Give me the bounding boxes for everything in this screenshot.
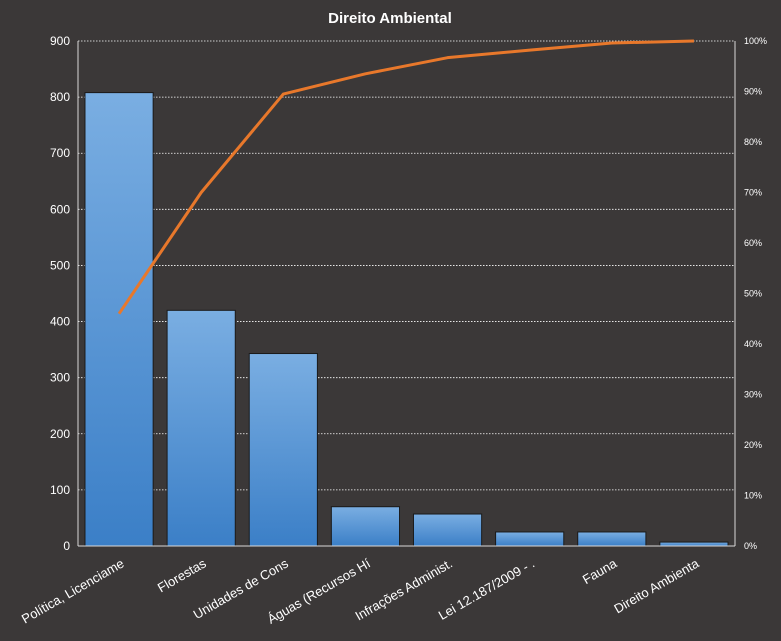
bar — [248, 353, 318, 547]
y2-tick-label: 90% — [744, 87, 762, 97]
y-tick-label: 700 — [50, 146, 70, 160]
bar — [412, 513, 483, 547]
y2-tick-label: 40% — [744, 339, 762, 349]
bar — [330, 506, 401, 547]
bar — [84, 92, 154, 547]
y2-tick-label: 50% — [744, 289, 762, 299]
x-tick-label: Política, Licenciame — [19, 556, 127, 627]
cumulative-line-layer — [117, 39, 694, 315]
y2-tick-label: 100% — [744, 36, 767, 46]
y2-tick-label: 80% — [744, 137, 762, 147]
x-tick-label: Florestas — [155, 555, 209, 595]
x-tick-label: Fauna — [580, 555, 620, 587]
y-tick-label: 0 — [63, 539, 70, 553]
x-tick-label: Direito Ambienta — [611, 555, 702, 616]
y-tick-label: 500 — [50, 258, 70, 272]
y-tick-label: 200 — [50, 427, 70, 441]
bar — [166, 309, 236, 547]
y2-tick-label: 20% — [744, 440, 762, 450]
cumulative-percent-line — [117, 39, 694, 315]
y-tick-label: 800 — [50, 90, 70, 104]
y-tick-label: 400 — [50, 315, 70, 329]
y-tick-label: 600 — [50, 202, 70, 216]
y2-tick-label: 0% — [744, 541, 757, 551]
bar — [495, 531, 565, 547]
y2-tick-label: 10% — [744, 491, 762, 501]
chart-title: Direito Ambiental — [328, 10, 452, 27]
y-tick-label: 300 — [50, 371, 70, 385]
bar — [577, 531, 647, 547]
bar — [659, 541, 729, 547]
y-tick-label: 100 — [50, 483, 70, 497]
y-tick-label: 900 — [50, 34, 70, 48]
y2-tick-label: 60% — [744, 238, 762, 248]
y2-tick-label: 70% — [744, 188, 762, 198]
bar-layer — [84, 92, 729, 547]
y2-tick-label: 30% — [744, 390, 762, 400]
